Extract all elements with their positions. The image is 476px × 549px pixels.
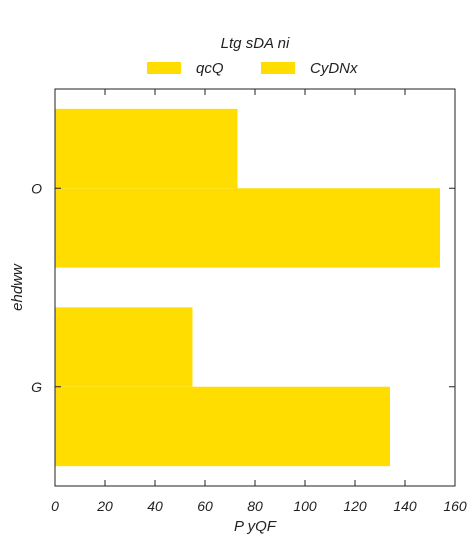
x-tick-label: 120 — [343, 498, 367, 514]
x-tick-label: 100 — [293, 498, 317, 514]
x-tick-label: 140 — [393, 498, 417, 514]
legend-label-CyDNx: CyDNx — [310, 60, 358, 77]
bar-qcQ-O — [55, 109, 238, 188]
x-tick-label: 20 — [96, 498, 113, 514]
legend-swatch-CyDNx — [261, 62, 295, 74]
y-axis-title: ehdww — [9, 263, 26, 311]
x-tick-label: 40 — [147, 498, 163, 514]
bar-qcQ-G — [55, 307, 193, 386]
bar-CyDNx-G — [55, 387, 390, 466]
legend-label-qcQ: qcQ — [196, 60, 224, 77]
x-tick-label: 80 — [247, 498, 263, 514]
x-axis-title: P yQF — [234, 518, 277, 535]
bar-CyDNx-O — [55, 188, 440, 267]
bars-layer — [55, 109, 440, 466]
x-tick-label: 0 — [51, 498, 59, 514]
x-tick-label: 60 — [197, 498, 213, 514]
legend-swatch-qcQ — [147, 62, 181, 74]
legend: Ltg sDA ni qcQ CyDNx — [147, 35, 358, 77]
legend-title: Ltg sDA ni — [221, 35, 290, 52]
y-tick-label: G — [31, 379, 42, 395]
x-tick-label: 160 — [443, 498, 467, 514]
y-tick-label: O — [31, 180, 42, 196]
